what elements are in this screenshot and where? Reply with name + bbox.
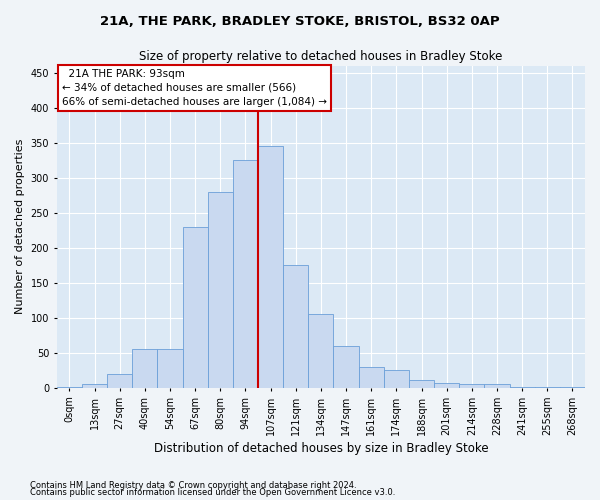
Text: 21A THE PARK: 93sqm
← 34% of detached houses are smaller (566)
66% of semi-detac: 21A THE PARK: 93sqm ← 34% of detached ho… bbox=[62, 69, 327, 107]
Bar bbox=[283, 266, 308, 388]
Y-axis label: Number of detached properties: Number of detached properties bbox=[15, 139, 25, 314]
Text: 21A, THE PARK, BRADLEY STOKE, BRISTOL, BS32 0AP: 21A, THE PARK, BRADLEY STOKE, BRISTOL, B… bbox=[100, 15, 500, 28]
Text: Contains public sector information licensed under the Open Government Licence v3: Contains public sector information licen… bbox=[30, 488, 395, 497]
Bar bbox=[334, 346, 359, 388]
Bar bbox=[434, 383, 459, 388]
X-axis label: Distribution of detached houses by size in Bradley Stoke: Distribution of detached houses by size … bbox=[154, 442, 488, 455]
Bar bbox=[560, 386, 585, 388]
Bar bbox=[459, 384, 484, 388]
Bar bbox=[258, 146, 283, 388]
Bar bbox=[132, 350, 157, 388]
Bar bbox=[208, 192, 233, 388]
Bar bbox=[233, 160, 258, 388]
Bar bbox=[535, 386, 560, 388]
Bar bbox=[308, 314, 334, 388]
Bar bbox=[157, 350, 182, 388]
Bar bbox=[57, 386, 82, 388]
Title: Size of property relative to detached houses in Bradley Stoke: Size of property relative to detached ho… bbox=[139, 50, 503, 63]
Bar bbox=[359, 367, 384, 388]
Bar bbox=[182, 226, 208, 388]
Bar bbox=[82, 384, 107, 388]
Bar bbox=[509, 386, 535, 388]
Text: Contains HM Land Registry data © Crown copyright and database right 2024.: Contains HM Land Registry data © Crown c… bbox=[30, 480, 356, 490]
Bar bbox=[384, 370, 409, 388]
Bar bbox=[484, 384, 509, 388]
Bar bbox=[409, 380, 434, 388]
Bar bbox=[107, 374, 132, 388]
